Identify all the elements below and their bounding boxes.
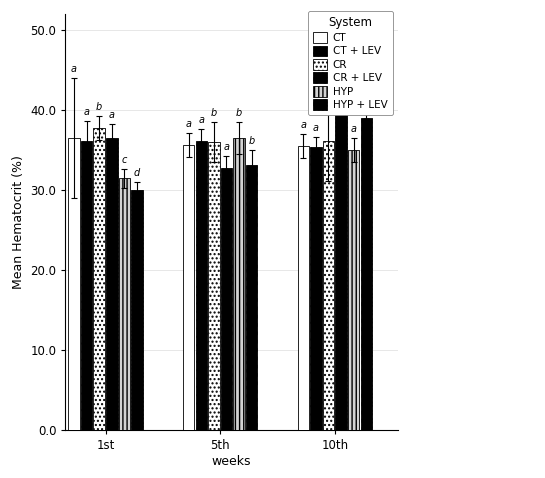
Bar bbox=[68, 138, 80, 430]
Bar bbox=[233, 138, 245, 430]
Text: a: a bbox=[300, 120, 306, 130]
X-axis label: weeks: weeks bbox=[212, 455, 251, 468]
Legend: CT, CT + LEV, CR, CR + LEV, HYP, HYP + LEV: CT, CT + LEV, CR, CR + LEV, HYP, HYP + L… bbox=[308, 11, 392, 115]
Bar bbox=[94, 128, 105, 430]
Text: b: b bbox=[211, 109, 217, 119]
Bar bbox=[196, 141, 207, 430]
Bar bbox=[310, 147, 322, 430]
Bar bbox=[208, 142, 220, 430]
Bar bbox=[361, 119, 372, 430]
Bar bbox=[335, 112, 347, 430]
Text: a: a bbox=[351, 124, 357, 134]
Bar bbox=[183, 145, 195, 430]
Y-axis label: Mean Hematocrit (%): Mean Hematocrit (%) bbox=[12, 155, 25, 289]
Bar bbox=[106, 138, 118, 430]
Text: b: b bbox=[338, 78, 344, 88]
Text: a: a bbox=[71, 65, 77, 74]
Bar bbox=[131, 190, 143, 430]
Text: a: a bbox=[313, 123, 319, 133]
Bar bbox=[119, 178, 130, 430]
Text: a: a bbox=[109, 110, 115, 120]
Text: a: a bbox=[186, 119, 192, 129]
Text: d: d bbox=[134, 168, 140, 178]
Text: b: b bbox=[96, 102, 102, 112]
Bar bbox=[298, 146, 309, 430]
Bar bbox=[246, 165, 257, 430]
Text: b: b bbox=[325, 87, 331, 97]
Text: a: a bbox=[223, 142, 229, 152]
Text: a: a bbox=[198, 115, 204, 125]
Bar bbox=[323, 141, 334, 430]
Bar bbox=[221, 168, 232, 430]
Bar bbox=[348, 150, 360, 430]
Text: b: b bbox=[236, 109, 242, 119]
Text: b: b bbox=[249, 136, 255, 146]
Text: a: a bbox=[83, 107, 89, 117]
Bar bbox=[81, 141, 92, 430]
Text: c: c bbox=[122, 155, 127, 165]
Text: b: b bbox=[363, 68, 370, 78]
